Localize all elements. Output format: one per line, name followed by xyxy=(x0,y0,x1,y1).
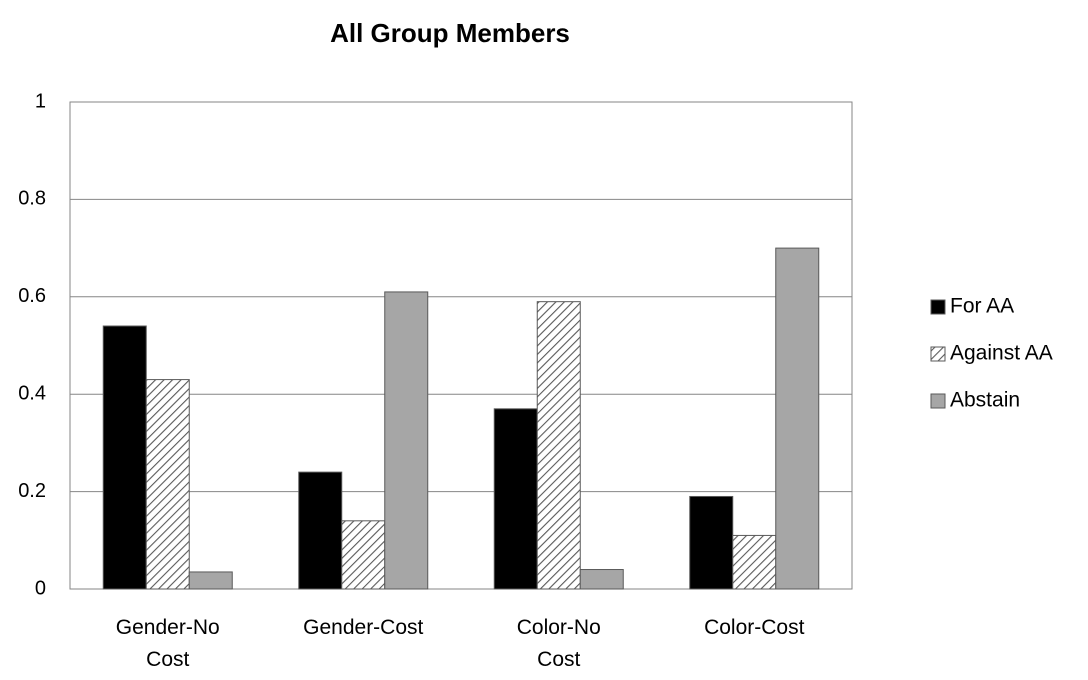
chart-title: All Group Members xyxy=(330,18,570,48)
y-tick-label: 1 xyxy=(35,90,46,112)
legend-swatch xyxy=(930,346,946,362)
bar xyxy=(145,379,190,590)
legend-swatch xyxy=(930,299,946,315)
bar xyxy=(536,301,581,590)
bar xyxy=(188,571,233,590)
y-tick-label: 0.4 xyxy=(18,382,46,404)
bar xyxy=(298,471,343,590)
y-tick-label: 0.2 xyxy=(18,480,46,502)
x-tick-label: Color-No Cost xyxy=(516,616,601,671)
bar xyxy=(384,291,429,590)
bar xyxy=(775,247,820,590)
bar xyxy=(579,569,624,590)
x-tick-label: Gender-Cost xyxy=(303,616,424,639)
y-tick-label: 0 xyxy=(35,577,46,599)
legend-label: For AA xyxy=(950,295,1014,318)
x-tick-label: Color-Cost xyxy=(704,616,805,639)
legend-swatch xyxy=(930,393,946,409)
legend-label: Abstain xyxy=(950,389,1020,412)
y-tick-label: 0.8 xyxy=(18,188,46,210)
bar xyxy=(341,520,386,590)
x-tick-label: Gender-No Cost xyxy=(115,616,220,671)
legend-label: Against AA xyxy=(950,342,1053,365)
bar xyxy=(102,325,147,590)
y-tick-label: 0.6 xyxy=(18,285,46,307)
bar xyxy=(732,534,777,590)
bar xyxy=(493,408,538,590)
bar xyxy=(689,495,734,590)
